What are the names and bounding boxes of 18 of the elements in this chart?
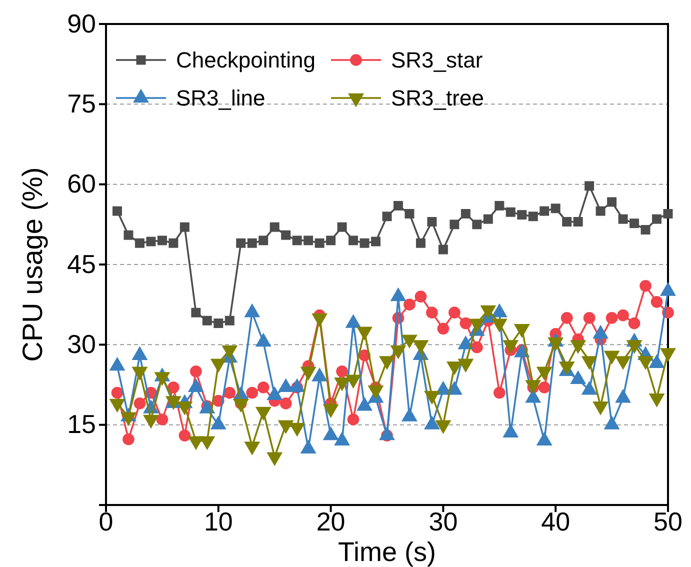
y-tick-label: 90: [67, 8, 96, 38]
x-tick-label: 0: [98, 506, 114, 536]
y-tick-label: 45: [67, 248, 96, 279]
y-tick-label: 15: [67, 409, 96, 440]
legend-label: SR3_star: [391, 48, 483, 73]
y-tick-label: 75: [67, 88, 96, 118]
y-tick-label: 60: [67, 168, 96, 199]
y-tick-label: 30: [67, 328, 96, 359]
x-tick-label: 10: [204, 506, 233, 536]
legend-label: Checkpointing: [176, 48, 316, 73]
x-tick-label: 40: [541, 506, 570, 536]
x-tick-label: 30: [428, 506, 458, 536]
x-axis-title: Time (s): [338, 537, 436, 567]
legend-label: SR3_line: [176, 86, 266, 111]
x-tick-label: 50: [654, 506, 682, 536]
y-axis-title: CPU usage (%): [17, 167, 48, 362]
x-tick-label: 20: [316, 506, 346, 536]
legend-label: SR3_tree: [391, 86, 484, 111]
